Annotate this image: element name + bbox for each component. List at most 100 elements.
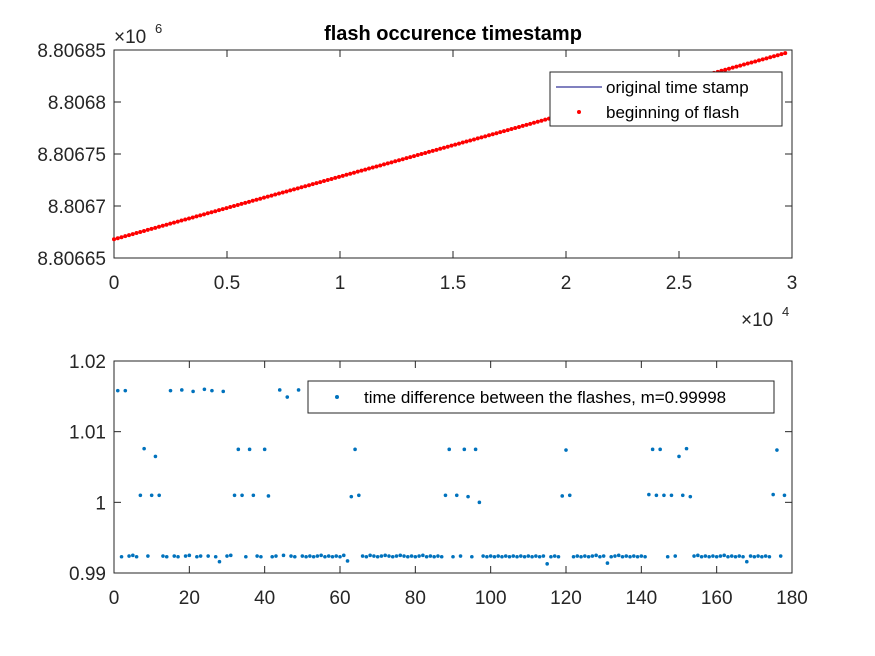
- top-legend: original time stamp beginning of flash: [549, 71, 783, 127]
- flash-point: [453, 142, 458, 147]
- flash-point: [471, 137, 476, 142]
- time-difference-point: [383, 553, 388, 558]
- flash-point: [153, 225, 158, 230]
- flash-point: [490, 132, 495, 137]
- time-difference-point: [575, 554, 580, 558]
- flash-point: [171, 220, 176, 225]
- time-difference-point: [134, 554, 139, 559]
- time-difference-point: [368, 553, 372, 558]
- time-difference-point: [326, 554, 331, 558]
- flash-point: [389, 160, 394, 165]
- flash-point: [351, 170, 356, 175]
- bottom-legend-box: [307, 380, 775, 414]
- time-difference-point: [161, 554, 165, 558]
- time-difference-point: [500, 554, 504, 559]
- time-difference-point: [180, 388, 184, 392]
- flash-point: [505, 128, 510, 133]
- flash-point: [344, 172, 349, 177]
- time-difference-point: [225, 554, 229, 558]
- time-difference-point: [289, 554, 293, 558]
- time-difference-point: [605, 561, 610, 565]
- flash-point: [164, 222, 169, 227]
- flash-point: [378, 163, 383, 168]
- flash-point: [325, 178, 330, 182]
- time-difference-point: [409, 554, 414, 558]
- time-difference-point: [503, 554, 508, 558]
- flash-point: [359, 168, 364, 173]
- time-difference-point: [341, 553, 346, 558]
- time-difference-point: [650, 447, 655, 452]
- flash-point: [299, 185, 304, 190]
- time-difference-point: [462, 447, 467, 452]
- time-difference-point: [319, 553, 323, 558]
- time-difference-point: [778, 554, 783, 558]
- y-tick-label: 1.02: [69, 352, 106, 373]
- flash-point: [209, 210, 214, 215]
- top-legend-entry-original: original time stamp: [606, 78, 749, 97]
- flash-point: [123, 234, 128, 239]
- time-difference-point: [349, 494, 354, 499]
- time-difference-point: [398, 553, 403, 558]
- flash-point: [393, 159, 398, 164]
- time-difference-point: [579, 554, 583, 559]
- time-difference-point: [244, 554, 248, 559]
- time-difference-point: [247, 447, 252, 452]
- flash-point: [228, 205, 233, 210]
- time-difference-point: [647, 492, 651, 497]
- flash-point: [381, 162, 386, 167]
- flash-point: [726, 66, 731, 71]
- x-tick-label: 20: [179, 588, 200, 609]
- time-difference-point: [737, 554, 742, 558]
- time-difference-point: [402, 554, 406, 558]
- flash-point: [340, 173, 345, 178]
- flash-point: [524, 122, 529, 127]
- x-tick-label: 80: [405, 588, 426, 609]
- time-difference-point: [315, 554, 320, 558]
- flash-point: [336, 174, 341, 179]
- time-difference-point: [360, 554, 365, 558]
- flash-point: [753, 59, 758, 64]
- flash-point: [486, 133, 491, 138]
- x-tick-label: 1: [335, 273, 346, 294]
- time-difference-point: [153, 454, 158, 459]
- flash-point: [179, 218, 184, 223]
- flash-point: [426, 149, 431, 154]
- time-difference-point: [519, 554, 523, 558]
- time-difference-point: [213, 554, 218, 559]
- flash-point: [280, 190, 285, 195]
- time-difference-point: [379, 554, 384, 558]
- y-tick-label: 8.8068: [48, 93, 106, 114]
- flash-point: [400, 157, 405, 162]
- time-difference-point: [658, 447, 662, 452]
- flash-point: [513, 126, 518, 130]
- flash-point: [273, 192, 278, 197]
- flash-point: [145, 227, 150, 232]
- flash-point: [494, 131, 499, 136]
- time-difference-point: [372, 554, 376, 558]
- x-tick-label: 0: [109, 588, 120, 609]
- flash-point: [411, 154, 416, 159]
- time-difference-point: [763, 554, 768, 558]
- time-difference-point: [428, 554, 433, 558]
- time-difference-point: [285, 395, 290, 399]
- time-difference-point: [390, 554, 395, 559]
- bottom-x-ticks: 0 20 40 60 80 100 120 140 160 180: [109, 361, 808, 609]
- time-difference-point: [149, 493, 154, 498]
- time-difference-point: [255, 554, 259, 558]
- top-y-exponent: ×10 6: [114, 21, 162, 48]
- flash-point: [456, 141, 461, 146]
- flash-point: [250, 198, 255, 203]
- time-difference-point: [277, 388, 282, 392]
- time-difference-point: [729, 554, 734, 558]
- flash-point: [479, 135, 484, 140]
- time-difference-point: [115, 388, 120, 393]
- flash-point: [216, 208, 221, 213]
- y-tick-label: 8.80665: [37, 249, 106, 270]
- time-difference-point: [703, 554, 708, 558]
- time-difference-point: [259, 554, 263, 559]
- time-difference-point: [628, 554, 632, 559]
- time-difference-point: [684, 446, 689, 451]
- flash-point: [535, 119, 540, 124]
- time-difference-point: [458, 554, 463, 558]
